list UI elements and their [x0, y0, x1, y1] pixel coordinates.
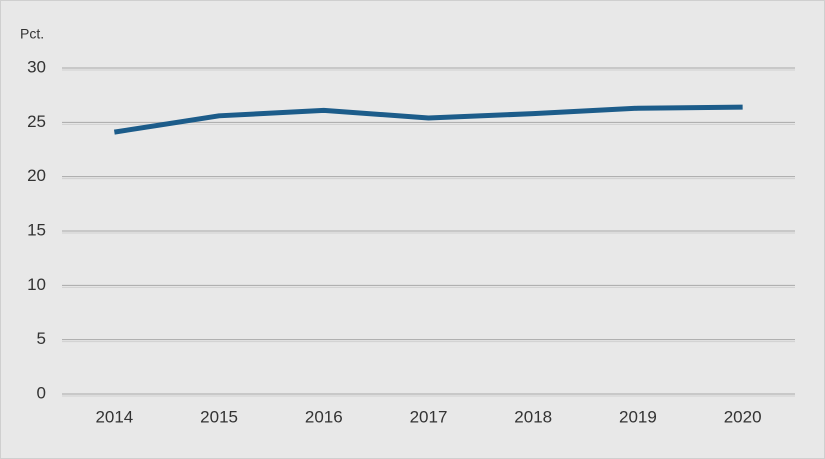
y-tick-label: 15: [27, 220, 46, 239]
y-tick-label: 20: [27, 166, 46, 185]
x-tick-label: 2015: [200, 407, 238, 426]
y-tick-label: 0: [37, 383, 46, 402]
x-tick-label: 2016: [305, 407, 343, 426]
y-tick-label: 10: [27, 275, 46, 294]
x-tick-label: 2019: [619, 407, 657, 426]
y-tick-label: 30: [27, 57, 46, 76]
data-line: [113, 104, 743, 135]
x-tick-label: 2017: [410, 407, 448, 426]
y-axis-label: Pct.: [20, 26, 44, 42]
x-tick-label: 2020: [724, 407, 762, 426]
y-tick-label: 25: [27, 112, 46, 131]
x-tick-label: 2018: [514, 407, 552, 426]
x-tick-label: 2014: [95, 407, 133, 426]
y-tick-label: 5: [37, 329, 46, 348]
